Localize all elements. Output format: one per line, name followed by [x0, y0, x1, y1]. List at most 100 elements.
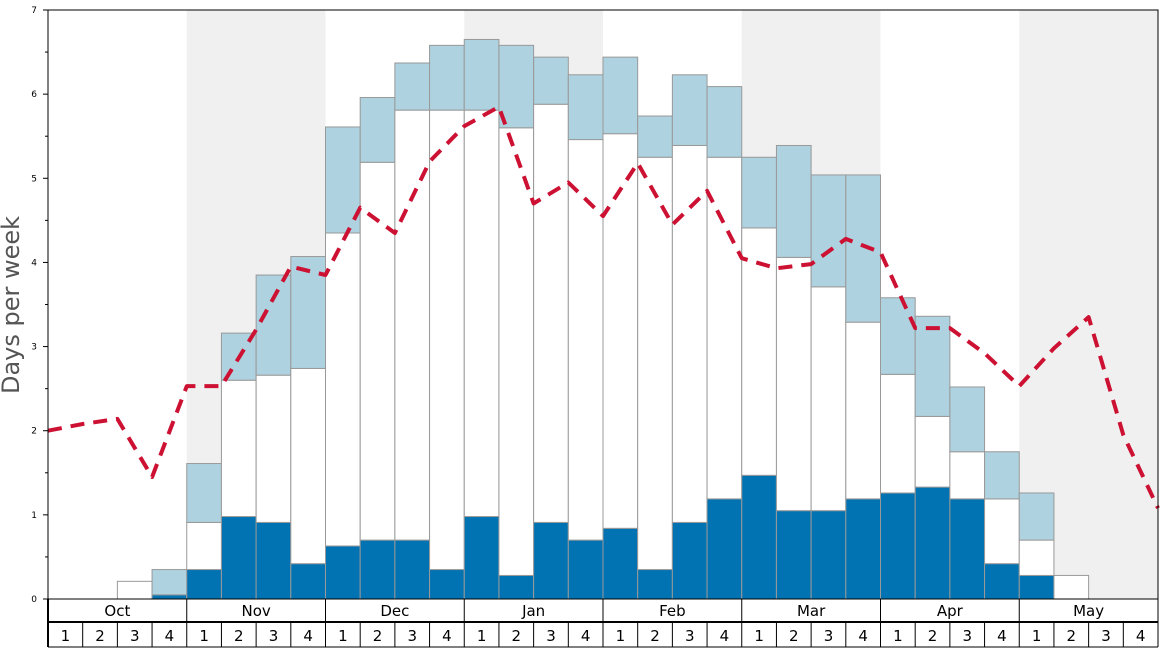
bar-dark-10 — [359, 539, 396, 600]
axes-layer: 0 1 2 3 4 5 6 7 Oct 1 2 3 4 Nov 1 2 3 4 Dec 1 2 3 4 Jan 1 2 3 4 Feb 1… — [31, 6, 1159, 648]
week-label: 3 — [546, 627, 556, 645]
bar-mid-6 — [220, 379, 257, 518]
bar-light-23 — [810, 174, 847, 288]
bar-mid-21 — [741, 227, 777, 476]
bars-layer — [116, 38, 1090, 600]
week-label: 4 — [581, 627, 591, 645]
week-label: 1 — [616, 627, 626, 645]
bar-mid-11 — [394, 109, 431, 541]
bar-mid-25 — [880, 373, 916, 494]
week-label: 3 — [962, 627, 972, 645]
bar-mid-22 — [775, 256, 812, 512]
bar-dark-19 — [671, 521, 708, 600]
y-tick-label-3: 3 — [31, 343, 37, 353]
week-label: 1 — [893, 627, 903, 645]
week-label: 3 — [685, 627, 695, 645]
bar-mid-23 — [810, 286, 847, 512]
month-label-may: May — [1073, 602, 1104, 620]
week-label: 2 — [789, 627, 799, 645]
bar-mid-5 — [186, 521, 222, 571]
week-label: 3 — [407, 627, 417, 645]
bar-dark-28 — [984, 563, 1020, 600]
bar-light-11 — [394, 62, 431, 111]
bar-mid-26 — [914, 415, 951, 488]
bar-light-5 — [186, 463, 222, 523]
bar-light-10 — [359, 97, 396, 163]
y-tick-label-5: 5 — [31, 174, 37, 184]
bar-mid-7 — [255, 374, 292, 523]
week-label: 4 — [720, 627, 730, 645]
bar-light-18 — [637, 115, 673, 158]
bar-dark-22 — [775, 510, 812, 600]
week-label: 4 — [303, 627, 313, 645]
month-label-feb: Feb — [659, 602, 686, 620]
month-label-nov: Nov — [241, 602, 270, 620]
week-label: 1 — [754, 627, 764, 645]
week-label: 3 — [130, 627, 140, 645]
bar-mid-19 — [671, 144, 708, 523]
bar-dark-4 — [151, 594, 188, 600]
average-days-line — [47, 104, 1160, 509]
bar-light-29 — [1018, 492, 1055, 541]
bar-mid-28 — [984, 498, 1020, 565]
bar-dark-26 — [914, 486, 951, 600]
week-label: 3 — [269, 627, 279, 645]
bar-mid-12 — [429, 109, 465, 571]
week-label: 2 — [234, 627, 244, 645]
month-label-jan: Jan — [521, 602, 545, 620]
bar-light-28 — [984, 451, 1020, 500]
week-label: 2 — [512, 627, 522, 645]
bar-light-16 — [567, 74, 604, 141]
bar-light-20 — [706, 86, 743, 158]
bar-dark-6 — [220, 516, 257, 600]
week-label: 2 — [928, 627, 938, 645]
bar-light-27 — [949, 386, 986, 453]
bar-dark-18 — [637, 569, 673, 600]
week-label: 1 — [338, 627, 348, 645]
month-label-mar: Mar — [797, 602, 826, 620]
bar-mid-10 — [359, 161, 396, 541]
bar-mid-9 — [325, 232, 361, 547]
week-label: 2 — [650, 627, 660, 645]
bar-light-13 — [463, 38, 500, 111]
month-label-dec: Dec — [380, 602, 409, 620]
bar-light-24 — [845, 174, 881, 323]
week-label: 4 — [997, 627, 1007, 645]
y-tick-label-1: 1 — [31, 511, 37, 521]
bar-mid-8 — [290, 367, 326, 565]
y-tick-label-2: 2 — [31, 427, 37, 437]
bar-dark-24 — [845, 498, 881, 600]
bar-dark-12 — [429, 569, 465, 600]
bar-light-14 — [498, 44, 535, 129]
bar-dark-15 — [533, 521, 569, 600]
y-axis-label: Days per week — [0, 216, 25, 394]
week-label: 3 — [1101, 627, 1111, 645]
bar-dark-17 — [602, 527, 639, 600]
bar-light-26 — [914, 315, 951, 417]
week-label: 1 — [1032, 627, 1042, 645]
bar-dark-16 — [567, 539, 604, 600]
week-label: 4 — [442, 627, 452, 645]
bar-dark-13 — [463, 516, 500, 600]
bar-mid-13 — [463, 109, 500, 518]
week-label: 4 — [1136, 627, 1146, 645]
week-label: 2 — [1067, 627, 1077, 645]
y-tick-label-0: 0 — [31, 595, 37, 605]
bar-light-15 — [533, 56, 569, 105]
bar-mid-20 — [706, 156, 743, 500]
bar-dark-21 — [741, 474, 777, 600]
bar-mid-30 — [1053, 574, 1090, 600]
bar-light-7 — [255, 274, 292, 376]
week-label: 1 — [199, 627, 209, 645]
bar-mid-3 — [116, 580, 153, 600]
y-tick-label-4: 4 — [31, 258, 37, 268]
bar-dark-27 — [949, 498, 986, 600]
bar-light-19 — [671, 74, 708, 146]
bar-mid-15 — [533, 103, 569, 523]
bar-light-22 — [775, 144, 812, 258]
bar-dark-25 — [880, 492, 916, 600]
bar-dark-5 — [186, 569, 222, 600]
bar-mid-27 — [949, 451, 986, 500]
bar-dark-8 — [290, 563, 326, 600]
